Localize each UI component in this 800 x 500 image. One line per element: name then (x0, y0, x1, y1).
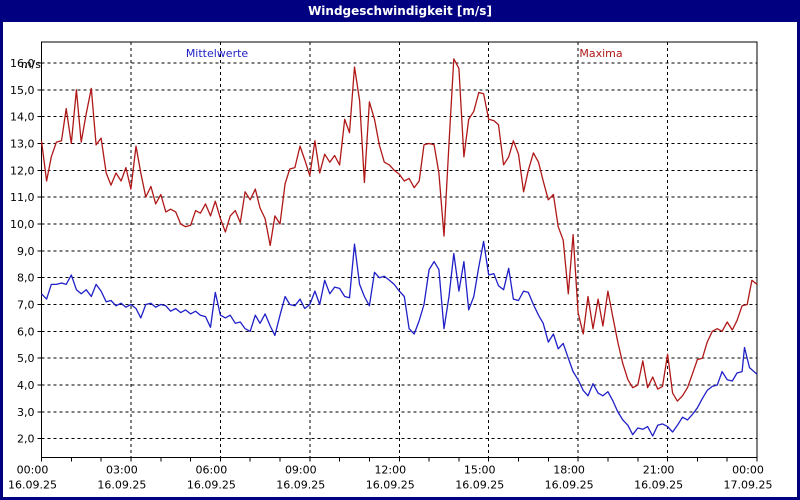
y-tick-label: 6,0 (17, 325, 35, 338)
x-tick-time-label: 12:00 (374, 464, 406, 477)
chart-area: Mittelwerte Maxima m/s 16,0 15,0 14,0 13,0 1… (3, 22, 797, 497)
x-tick-date-label: 16.09.25 (97, 479, 146, 492)
y-tick-label: 7,0 (17, 299, 35, 312)
x-tick-date-label: 16.09.25 (276, 479, 325, 492)
wind-speed-chart: 16,0 15,0 14,0 13,0 12,0 11,0 10,0 9,0 8,0 7,0 6,0… (8, 41, 773, 492)
x-tick-date-label: 16.09.25 (455, 479, 504, 492)
y-axis-unit-label: m/s (20, 58, 41, 71)
y-tick-label: 2,0 (17, 433, 35, 446)
y-tick-label: 3,0 (17, 406, 35, 419)
x-tick-time-label: 21:00 (643, 464, 675, 477)
x-tick-date-label: 16.09.25 (8, 479, 57, 492)
plot-frame (41, 41, 758, 458)
x-tick-date-label: 16.09.25 (366, 479, 415, 492)
y-tick-label: 8,0 (17, 272, 35, 285)
x-tick-date-label: 16.09.25 (634, 479, 683, 492)
y-tick-label: 14,0 (10, 111, 35, 124)
y-tick-label: 12,0 (10, 164, 35, 177)
legend-label-maxima: Maxima (579, 47, 623, 60)
x-tick-time-label: 18:00 (553, 464, 585, 477)
y-tick-label: 10,0 (10, 218, 35, 231)
x-tick-time-label: 09:00 (285, 464, 317, 477)
x-tick-time-label: 03:00 (106, 464, 138, 477)
y-tick-label: 16,0 (10, 57, 35, 70)
y-tick-label: 11,0 (10, 191, 35, 204)
x-tick-time-label: 06:00 (196, 464, 228, 477)
y-tick-label: 5,0 (17, 352, 35, 365)
x-tick-date-label: 17.09.25 (724, 479, 773, 492)
x-tick-time-label: 00:00 (17, 464, 49, 477)
y-tick-label: 13,0 (10, 138, 35, 151)
x-tick-time-label: 00:00 (732, 464, 764, 477)
window-title: Windgeschwindigkeit [m/s] (308, 4, 492, 18)
x-tick-date-label: 16.09.25 (187, 479, 236, 492)
y-tick-label: 4,0 (17, 379, 35, 392)
x-tick-time-label: 15:00 (464, 464, 496, 477)
x-tick-date-label: 16.09.25 (545, 479, 594, 492)
window-titlebar: Windgeschwindigkeit [m/s] (0, 0, 800, 22)
legend-label-mittelwerte: Mittelwerte (185, 47, 249, 60)
y-tick-label: 15,0 (10, 84, 35, 97)
series-line-maxima (40, 58, 758, 402)
series-line-mittelwerte (41, 240, 758, 437)
y-tick-label: 9,0 (17, 245, 35, 258)
